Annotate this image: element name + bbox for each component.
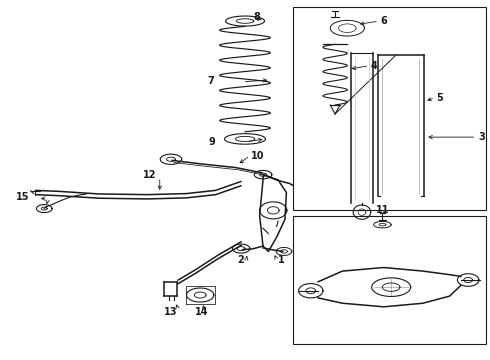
Text: 7: 7	[207, 76, 214, 86]
Text: 5: 5	[436, 93, 443, 103]
Text: 6: 6	[380, 17, 387, 26]
Text: 9: 9	[208, 137, 215, 147]
Text: 8: 8	[254, 13, 261, 22]
Text: 11: 11	[376, 205, 390, 215]
Text: 12: 12	[143, 170, 156, 180]
Text: 4: 4	[370, 61, 377, 71]
Bar	[293, 216, 486, 344]
Text: 14: 14	[195, 307, 208, 317]
Text: 10: 10	[251, 151, 265, 161]
Text: 1: 1	[278, 255, 285, 265]
Text: 3: 3	[478, 132, 485, 142]
Bar	[293, 7, 486, 210]
Text: 15: 15	[16, 192, 29, 202]
Text: 13: 13	[164, 307, 178, 317]
Text: 2: 2	[237, 255, 244, 265]
